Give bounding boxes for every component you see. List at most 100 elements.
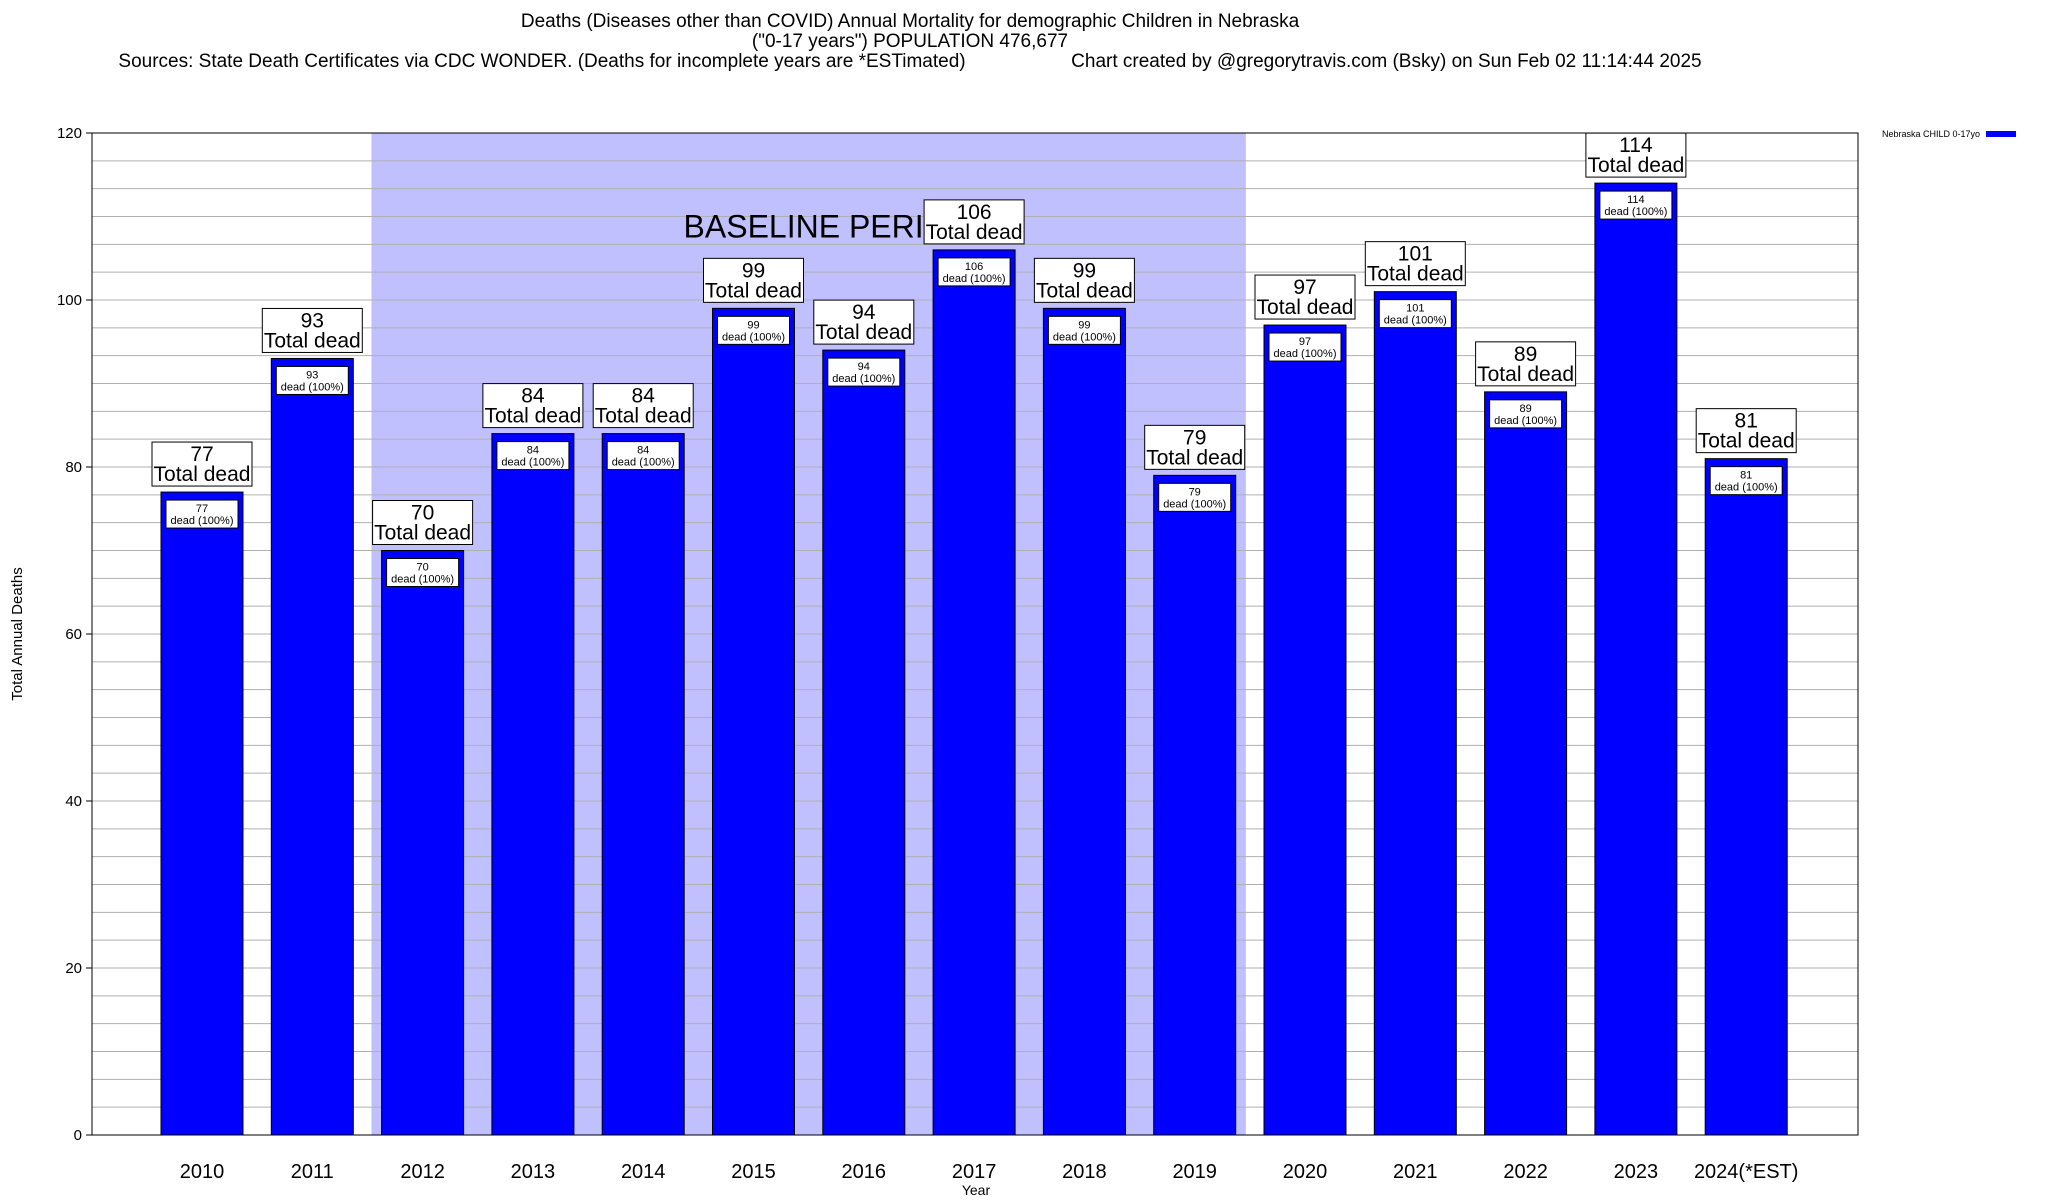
bar-inner-label-box <box>937 257 1011 287</box>
bar-top-total-label: Total dead <box>595 405 692 428</box>
bar-top-value-label: 99 <box>742 259 765 282</box>
bar-top-label-box <box>151 441 253 487</box>
bar-top-label-box <box>703 257 804 303</box>
bar-top-label-box <box>1033 257 1135 303</box>
bar-inner-value-label: 79 <box>1189 486 1201 498</box>
x-tick-label: 2015 <box>731 1161 776 1183</box>
bar-inner-percent-label: dead (100%) <box>1053 331 1116 343</box>
chart-subtitle: ("0-17 years") POPULATION 476,677 <box>751 31 1069 52</box>
bar <box>491 433 575 1136</box>
bar <box>381 550 465 1136</box>
x-tick-label: 2023 <box>1614 1161 1659 1183</box>
x-tick-label: 2021 <box>1393 1161 1438 1183</box>
y-tick-label: 100 <box>57 292 82 309</box>
bar-top-value-label: 81 <box>1735 410 1758 433</box>
bar-top-label-box <box>1475 341 1577 387</box>
y-tick-label: 60 <box>65 626 82 643</box>
bar-inner-value-label: 97 <box>1299 336 1311 348</box>
bar <box>932 249 1016 1136</box>
bar-top-total-label: Total dead <box>484 405 581 428</box>
bar <box>270 357 354 1136</box>
bar-top-label-box <box>592 383 694 429</box>
bar-inner-value-label: 84 <box>527 445 539 457</box>
bar-top-value-label: 70 <box>411 502 434 525</box>
bar <box>1704 458 1788 1136</box>
bar-inner-label-box <box>165 499 239 529</box>
x-tick-label: 2014 <box>621 1161 666 1183</box>
bar-inner-value-label: 89 <box>1519 403 1531 415</box>
bar-inner-percent-label: dead (100%) <box>1494 415 1557 427</box>
bar-top-label-box <box>923 199 1025 245</box>
bar-top-total-label: Total dead <box>1257 296 1354 319</box>
bar-inner-value-label: 93 <box>306 369 318 381</box>
bar-inner-label-box <box>717 315 790 345</box>
bar-top-total-label: Total dead <box>154 463 251 486</box>
y-axis-label: Total Annual Deaths <box>9 567 26 700</box>
bar-top-label-box <box>261 307 363 353</box>
bar-inner-label-box <box>606 441 680 471</box>
bar-top-total-label: Total dead <box>374 522 471 545</box>
bar-top-total-label: Total dead <box>264 329 361 352</box>
bar-inner-label-box <box>275 365 349 395</box>
bar-inner-percent-label: dead (100%) <box>832 373 895 385</box>
bar-top-label-box <box>1585 132 1687 178</box>
bar-inner-label-box <box>1268 332 1342 362</box>
bar <box>1042 307 1126 1136</box>
bar <box>160 491 244 1136</box>
bar-inner-percent-label: dead (100%) <box>612 457 675 469</box>
bar-top-value-label: 97 <box>1293 276 1316 299</box>
y-tick-label: 0 <box>74 1127 82 1144</box>
bar-inner-label-box <box>827 357 901 387</box>
bar-inner-label-box <box>1489 399 1563 429</box>
bar-top-label-box <box>1144 424 1246 470</box>
x-tick-label: 2011 <box>291 1161 334 1183</box>
bar-top-total-label: Total dead <box>926 221 1023 244</box>
bar-inner-percent-label: dead (100%) <box>1163 498 1226 510</box>
bar-top-total-label: Total dead <box>815 321 912 344</box>
x-tick-label: 2013 <box>511 1161 556 1183</box>
chart-sources: Sources: State Death Certificates via CD… <box>118 51 966 72</box>
bar <box>712 307 795 1136</box>
bar-inner-label-box <box>1378 299 1452 329</box>
bar-inner-percent-label: dead (100%) <box>391 574 454 586</box>
bar-inner-label-box <box>1158 482 1232 512</box>
bar-inner-percent-label: dead (100%) <box>171 515 234 527</box>
x-tick-label: 2016 <box>842 1161 887 1183</box>
x-tick-label: 2017 <box>952 1161 997 1183</box>
bar-top-value-label: 89 <box>1514 343 1537 366</box>
bar-inner-label-box <box>1709 466 1783 496</box>
bar-top-value-label: 79 <box>1183 426 1206 449</box>
bar-top-label-box <box>372 500 474 545</box>
bar-top-value-label: 84 <box>521 385 545 408</box>
bar-top-label-box <box>482 383 584 429</box>
chart-title: Deaths (Diseases other than COVID) Annua… <box>520 11 1300 32</box>
bar <box>1153 474 1237 1136</box>
bar-inner-value-label: 84 <box>637 445 649 457</box>
x-tick-label: 2018 <box>1062 1161 1107 1183</box>
bar-top-value-label: 77 <box>190 443 213 466</box>
legend-label: Nebraska CHILD 0-17yo <box>1882 129 1981 139</box>
y-tick-label: 80 <box>65 459 82 476</box>
bar-top-value-label: 99 <box>1073 259 1096 282</box>
bar-inner-label-box <box>496 441 570 471</box>
bar-inner-percent-label: dead (100%) <box>501 457 564 469</box>
bar-top-value-label: 101 <box>1398 243 1433 266</box>
x-tick-label: 2024(*EST) <box>1694 1161 1799 1183</box>
bar-inner-value-label: 81 <box>1740 470 1752 482</box>
bar-top-value-label: 93 <box>301 309 324 332</box>
bar-inner-percent-label: dead (100%) <box>1274 348 1337 360</box>
bar-top-label-box <box>813 299 915 345</box>
bar-inner-value-label: 114 <box>1627 194 1645 206</box>
bar-inner-label-box <box>1047 315 1121 345</box>
bar-inner-value-label: 99 <box>747 319 759 331</box>
legend: Nebraska CHILD 0-17yo <box>1882 129 2017 139</box>
bar <box>1484 391 1568 1136</box>
bar-inner-percent-label: dead (100%) <box>1384 315 1447 327</box>
bar-top-value-label: 84 <box>632 385 656 408</box>
chart-header: Deaths (Diseases other than COVID) Annua… <box>0 12 1820 72</box>
bar <box>1373 291 1457 1136</box>
bar <box>601 433 685 1136</box>
x-tick-label: 2020 <box>1283 1161 1328 1183</box>
bar-inner-value-label: 94 <box>858 361 870 373</box>
